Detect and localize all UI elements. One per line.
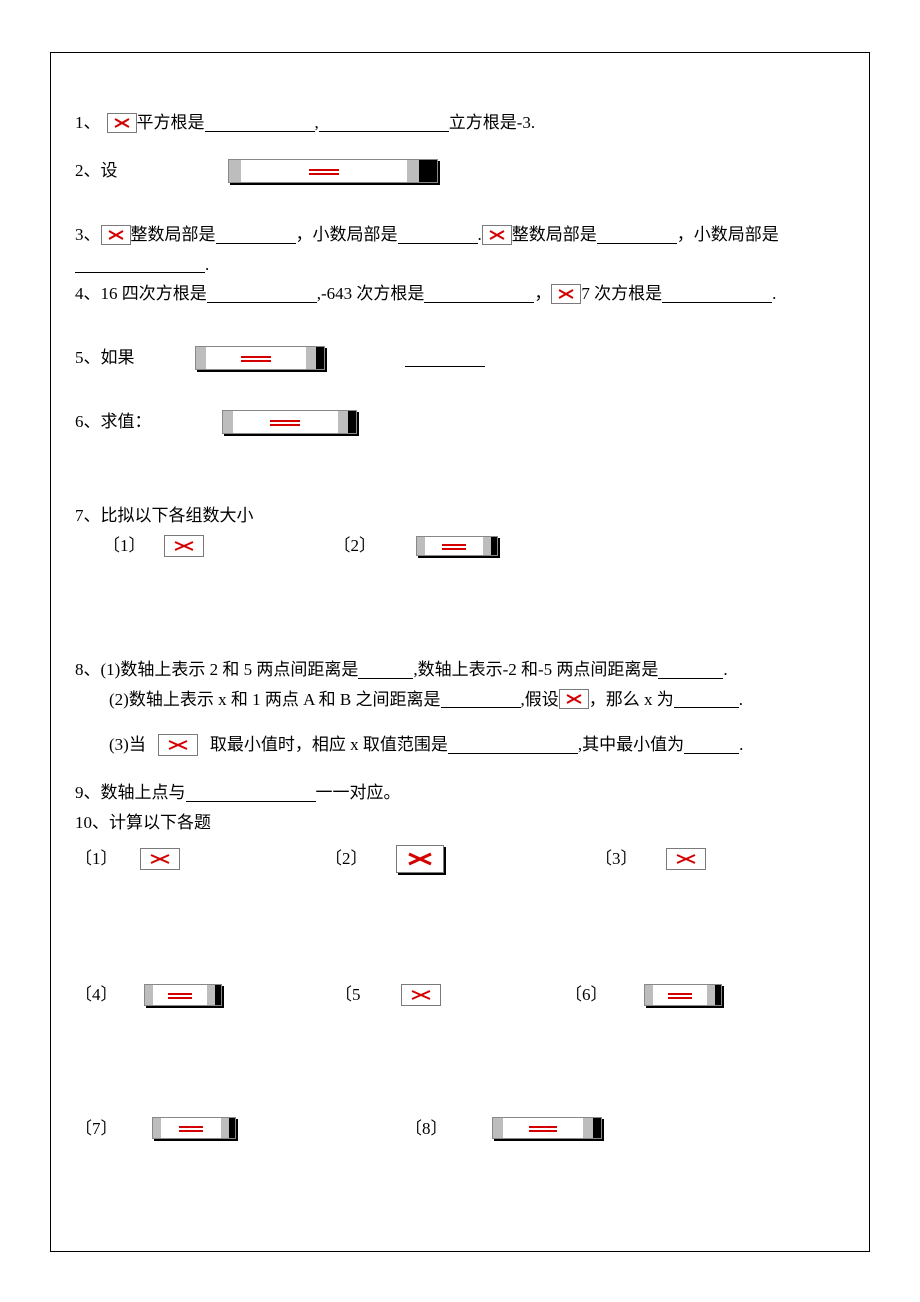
q1-t1: 平方根是 (137, 111, 205, 135)
q9: 9、数轴上点与 一一对应。 (75, 781, 845, 805)
blank (424, 285, 534, 303)
blank (448, 736, 578, 754)
q10-l2: 〔2〕 (325, 847, 368, 871)
broken-image-icon (164, 535, 204, 557)
q8-l3b: 取最小值时，相应 x 取值范围是 (210, 733, 448, 757)
q3-num: 3、 (75, 223, 101, 247)
broken-image-icon (396, 845, 444, 873)
q8-l3c: ,其中最小值为 (578, 733, 684, 757)
q10-title: 10、计算以下各题 (75, 811, 845, 835)
broken-image-icon (559, 689, 589, 709)
blank (398, 226, 478, 244)
q10-l5: 〔5 (335, 983, 361, 1007)
worksheet-frame: 1、 平方根是 , 立方根是-3. 2、设 3、 (50, 52, 870, 1252)
broken-image-icon (666, 848, 706, 870)
q3-t5: ，小数局部是 (677, 223, 779, 247)
q1-t3: 立方根是-3. (449, 111, 535, 135)
q8-l3a: (3)当 (109, 733, 146, 757)
q7-subs: 〔1〕 〔2〕 (75, 534, 845, 558)
broken-image-bar (228, 159, 438, 183)
q10-l6: 〔6〕 (565, 983, 608, 1007)
broken-image-icon (482, 225, 512, 245)
q2-num: 2、设 (75, 159, 118, 183)
q10-l1: 〔1〕 (75, 847, 118, 871)
blank (319, 114, 449, 132)
blank (186, 784, 316, 802)
q3-tail: . (205, 253, 209, 277)
q8-l2b: ,假设 (521, 688, 559, 712)
q7-num: 7、比拟以下各组数大小 (75, 504, 254, 528)
q4-num: 4、16 四次方根是 (75, 282, 207, 306)
q9-num: 9、数轴上点与 (75, 781, 186, 805)
broken-image-icon (107, 113, 137, 133)
q4-t2: ,-643 次方根是 (317, 282, 425, 306)
broken-image-icon (101, 225, 131, 245)
q7-s2: 〔2〕 (334, 534, 377, 558)
broken-image-bar (416, 536, 498, 556)
q3-line2: . (75, 253, 845, 277)
q10-num: 10、计算以下各题 (75, 811, 211, 835)
blank (75, 255, 205, 273)
q8-l3d: . (739, 733, 743, 757)
q10-l4: 〔4〕 (75, 983, 118, 1007)
q5: 5、如果 (75, 346, 845, 370)
q3-line1: 3、 整数局部是 ，小数局部是 . 整数局部是 ，小数局部是 (75, 223, 845, 247)
blank (205, 114, 315, 132)
q5-num: 5、如果 (75, 346, 135, 370)
page: 1、 平方根是 , 立方根是-3. 2、设 3、 (0, 0, 920, 1302)
broken-image-icon (158, 734, 198, 756)
blank (662, 285, 772, 303)
q8-l2a: (2)数轴上表示 x 和 1 两点 A 和 B 之间距离是 (109, 688, 441, 712)
broken-image-icon (551, 284, 581, 304)
q10-row1: 〔1〕 〔2〕 〔3〕 (75, 845, 845, 873)
q8-l2: (2)数轴上表示 x 和 1 两点 A 和 B 之间距离是 ,假设 ，那么 x … (75, 688, 845, 712)
q8-l1: 8、(1)数轴上表示 2 和 5 两点间距离是 ,数轴上表示-2 和-5 两点间… (75, 658, 845, 682)
q7-s1: 〔1〕 (103, 534, 146, 558)
q8-l3: (3)当 取最小值时，相应 x 取值范围是 ,其中最小值为 . (75, 733, 845, 757)
blank (405, 349, 485, 367)
q3-t1: 整数局部是 (131, 223, 216, 247)
q10-row3: 〔7〕 〔8〕 (75, 1117, 845, 1141)
q9-t2: 一一对应。 (316, 781, 401, 805)
blank (658, 661, 723, 679)
blank (684, 736, 739, 754)
q8-l1c: . (723, 658, 727, 682)
q8-l1b: ,数轴上表示-2 和-5 两点间距离是 (413, 658, 658, 682)
q2: 2、设 (75, 159, 845, 183)
broken-image-bar (152, 1117, 236, 1139)
q8-l1a: 8、(1)数轴上表示 2 和 5 两点间距离是 (75, 658, 358, 682)
q4: 4、16 四次方根是 ,-643 次方根是 ， 7 次方根是 . (75, 282, 845, 306)
blank (216, 226, 296, 244)
q3-t2: ，小数局部是 (296, 223, 398, 247)
q10-l3: 〔3〕 (595, 847, 638, 871)
q10-l7: 〔7〕 (75, 1117, 118, 1141)
q4-t4: 7 次方根是 (581, 282, 662, 306)
q6-num: 6、求值： (75, 410, 152, 434)
q8-l2c: ，那么 x 为 (589, 688, 674, 712)
blank (207, 285, 317, 303)
q10-row2: 〔4〕 〔5 〔6〕 (75, 983, 845, 1007)
broken-image-bar (195, 346, 325, 370)
q7-title: 7、比拟以下各组数大小 (75, 504, 845, 528)
q1: 1、 平方根是 , 立方根是-3. (75, 111, 845, 135)
blank (597, 226, 677, 244)
blank (674, 690, 739, 708)
q6: 6、求值： (75, 410, 845, 434)
broken-image-bar (644, 984, 722, 1006)
q8-l2d: . (739, 688, 743, 712)
q3-t4: 整数局部是 (512, 223, 597, 247)
q10-l8: 〔8〕 (405, 1117, 448, 1141)
broken-image-bar (492, 1117, 602, 1139)
broken-image-bar (144, 984, 222, 1006)
broken-image-icon (140, 848, 180, 870)
blank (358, 661, 413, 679)
q4-t5: . (772, 282, 776, 306)
q1-num: 1、 (75, 111, 101, 135)
blank (441, 690, 521, 708)
q4-t3: ， (534, 282, 551, 306)
broken-image-bar (222, 410, 357, 434)
broken-image-icon (401, 984, 441, 1006)
